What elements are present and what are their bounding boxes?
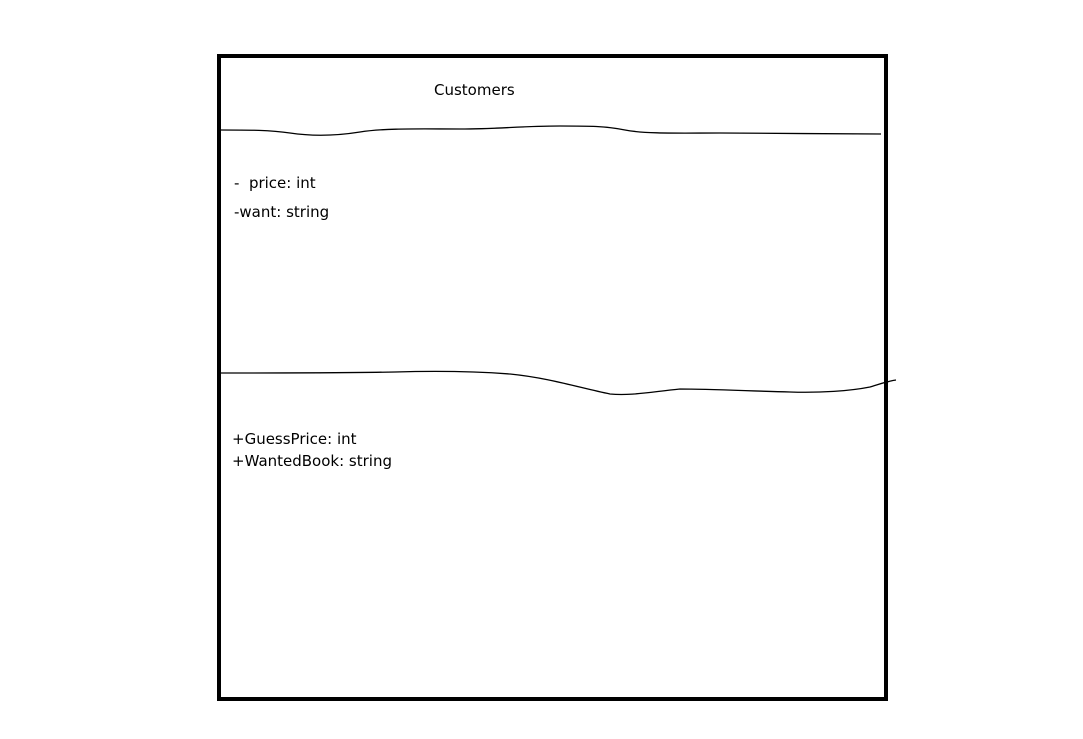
operation-guess-price: +GuessPrice: int	[232, 430, 357, 448]
operation-wanted-book: +WantedBook: string	[232, 452, 392, 470]
class-name: Customers	[434, 81, 515, 99]
class-box-customers	[217, 54, 888, 701]
attribute-price: - price: int	[234, 174, 316, 192]
attribute-want: -want: string	[234, 203, 330, 221]
